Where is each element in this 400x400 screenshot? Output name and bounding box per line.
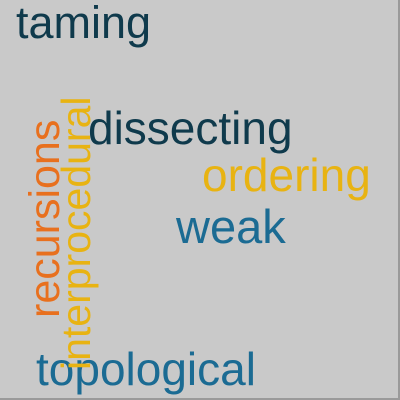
word-topological: topological bbox=[36, 343, 256, 395]
word-recursions: recursions bbox=[21, 119, 69, 318]
word-weak: weak bbox=[176, 200, 286, 253]
word-dissecting: dissecting bbox=[88, 102, 293, 154]
word-taming: taming bbox=[16, 0, 152, 48]
word-ordering: ordering bbox=[202, 149, 371, 201]
